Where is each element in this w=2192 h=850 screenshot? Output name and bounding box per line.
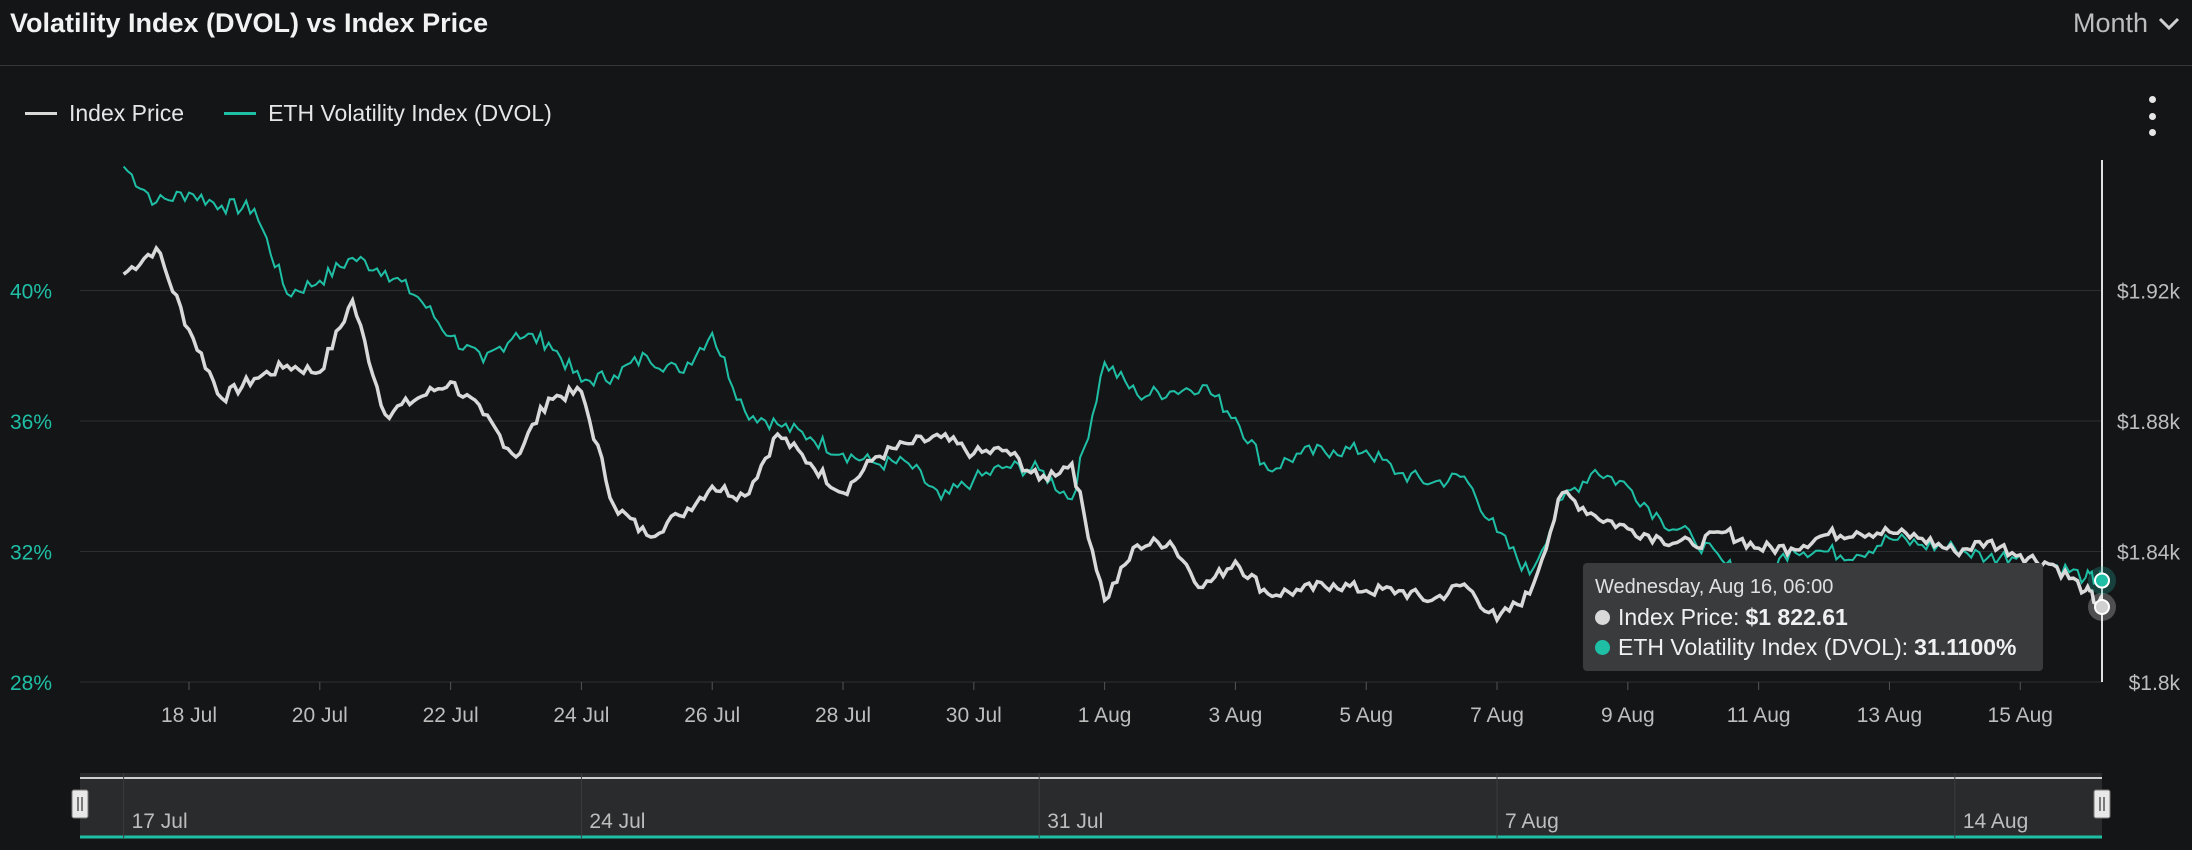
series-line-index-price xyxy=(122,244,2104,624)
navigator-label: 17 Jul xyxy=(132,810,188,833)
period-label: Month xyxy=(2072,8,2148,38)
x-tick-label: 20 Jul xyxy=(292,704,348,727)
navigator-label: 14 Aug xyxy=(1963,810,2028,833)
y-tick-label-right: $1.84k xyxy=(2117,542,2181,565)
navigator[interactable]: 17 Jul 24 Jul 31 Jul 7 Aug 14 Aug xyxy=(71,773,2111,839)
menu-dot xyxy=(2148,112,2156,120)
x-tick-label: 18 Jul xyxy=(161,704,217,727)
tooltip-label-dvol: ETH Volatility Index (DVOL): xyxy=(1618,634,1909,660)
tooltip-label-index-price: Index Price: xyxy=(1618,604,1740,630)
x-tick-label: 13 Aug xyxy=(1857,704,1922,727)
x-tick-label: 9 Aug xyxy=(1601,704,1655,727)
tooltip-date: Wednesday, Aug 16, 06:00 xyxy=(1595,576,1834,598)
y-tick-label-left: 28% xyxy=(10,672,52,695)
grip-handle-icon xyxy=(2093,789,2111,819)
tooltip-row-dvol: ETH Volatility Index (DVOL): 31.1100% xyxy=(1595,634,2031,661)
legend-label-index-price: Index Price xyxy=(69,100,185,126)
legend-label-dvol: ETH Volatility Index (DVOL) xyxy=(268,100,552,126)
y-tick-label-left: 32% xyxy=(10,542,52,565)
legend-item-index-price[interactable]: Index Price xyxy=(25,100,184,127)
x-tick-label: 5 Aug xyxy=(1339,704,1393,727)
tooltip-dot-dvol xyxy=(1595,640,1610,655)
chart-tooltip: Wednesday, Aug 16, 06:00 Index Price: $1… xyxy=(1583,563,2043,671)
legend-item-dvol[interactable]: ETH Volatility Index (DVOL) xyxy=(224,100,552,127)
y-tick-label-right: $1.8k xyxy=(2129,672,2181,695)
legend-swatch-dvol xyxy=(224,112,257,115)
y-tick-label-left: 36% xyxy=(10,411,52,434)
tooltip-value-dvol: 31.1100% xyxy=(1914,634,2017,660)
x-tick-label: 1 Aug xyxy=(1078,704,1132,727)
x-tick-label: 3 Aug xyxy=(1209,704,1263,727)
chevron-down-icon xyxy=(2158,17,2180,30)
menu-dot xyxy=(2148,96,2156,103)
x-tick-label: 30 Jul xyxy=(946,704,1002,727)
menu-dot xyxy=(2148,129,2156,136)
tooltip-dot-index-price xyxy=(1595,610,1610,625)
navigator-label: 7 Aug xyxy=(1505,810,1559,833)
x-tick-label: 28 Jul xyxy=(815,704,871,727)
hover-point-dvol xyxy=(2094,572,2110,589)
chart-header: Volatility Index (DVOL) vs Index Price M… xyxy=(0,0,2192,66)
navigator-range xyxy=(80,773,2102,838)
grip-handle-icon xyxy=(71,789,89,819)
navigator-label: 24 Jul xyxy=(589,810,645,833)
x-tick-label: 24 Jul xyxy=(553,704,609,727)
x-tick-label: 7 Aug xyxy=(1470,704,1524,727)
y-tick-label-right: $1.88k xyxy=(2117,411,2181,434)
tooltip-value-index-price: $1 822.61 xyxy=(1745,604,1848,630)
series-line-dvol xyxy=(122,165,2103,587)
x-tick-label: 22 Jul xyxy=(423,704,479,727)
navigator-handle-left[interactable] xyxy=(71,789,89,819)
navigator-label: 31 Jul xyxy=(1047,810,1103,833)
x-tick-label: 26 Jul xyxy=(684,704,740,727)
period-dropdown[interactable]: Month xyxy=(2073,8,2180,39)
x-tick-label: 15 Aug xyxy=(1988,704,2053,727)
legend-swatch-index-price xyxy=(25,112,57,115)
y-tick-label-right: $1.92k xyxy=(2117,281,2181,304)
page-title: Volatility Index (DVOL) vs Index Price xyxy=(10,8,489,38)
tooltip-row-index-price: Index Price: $1 822.61 xyxy=(1595,604,2031,631)
y-tick-label-left: 40% xyxy=(10,281,52,304)
chart-legend: Index Price ETH Volatility Index (DVOL) xyxy=(25,100,552,127)
navigator-handle-right[interactable] xyxy=(2093,789,2111,819)
kebab-menu-icon[interactable] xyxy=(2140,96,2164,136)
hover-point-index-price xyxy=(2094,598,2110,615)
x-tick-label: 11 Aug xyxy=(1727,704,1791,727)
